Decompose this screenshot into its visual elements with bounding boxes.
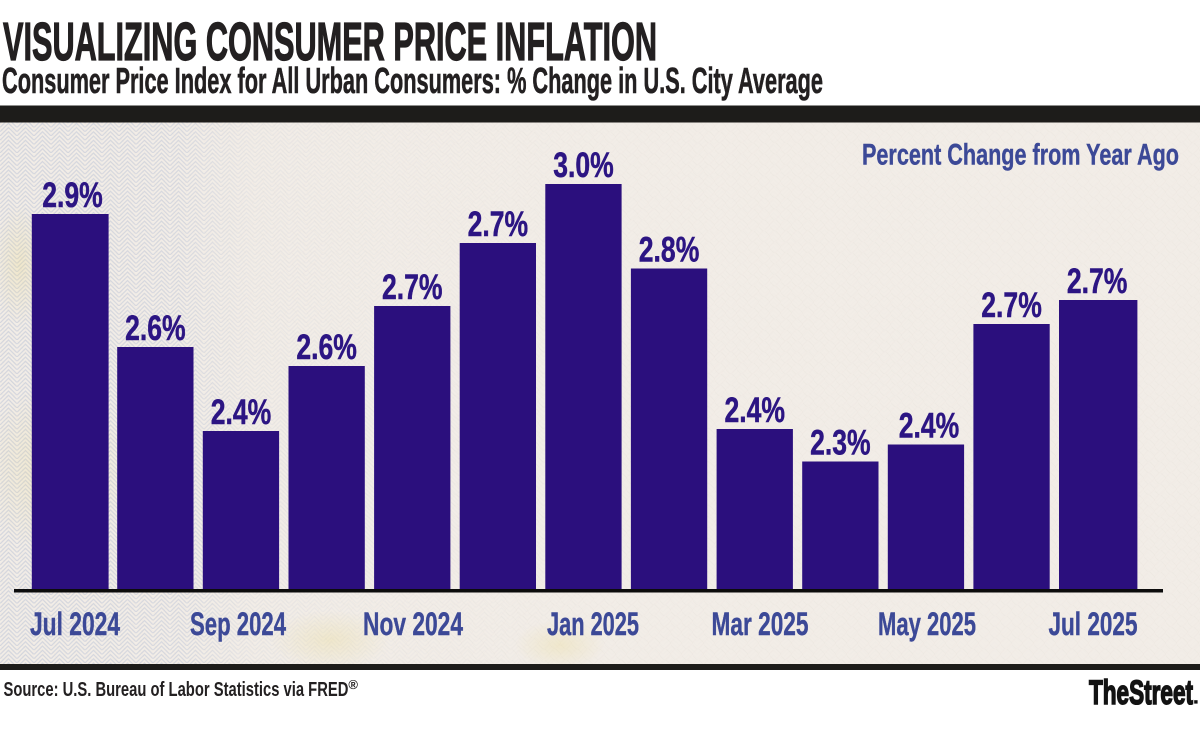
svg-text:2.6%: 2.6% — [296, 328, 357, 367]
svg-text:2.7%: 2.7% — [468, 205, 529, 244]
svg-text:2.4%: 2.4% — [899, 407, 960, 446]
svg-text:2.7%: 2.7% — [981, 286, 1042, 325]
svg-text:Sep 2024: Sep 2024 — [190, 606, 286, 642]
svg-text:Consumer Price Index for All U: Consumer Price Index for All Urban Consu… — [2, 60, 823, 101]
svg-text:Nov 2024: Nov 2024 — [363, 606, 463, 642]
svg-text:2.9%: 2.9% — [42, 176, 103, 215]
svg-text:VISUALIZING CONSUMER PRICE INF: VISUALIZING CONSUMER PRICE INFLATION — [3, 12, 657, 72]
svg-text:Percent Change from Year Ago: Percent Change from Year Ago — [862, 139, 1179, 172]
svg-text:Jul 2024: Jul 2024 — [30, 606, 120, 642]
svg-text:2.4%: 2.4% — [211, 393, 272, 432]
svg-text:Source: U.S. Bureau of Labor S: Source: U.S. Bureau of Labor Statistics … — [4, 677, 359, 701]
svg-text:TheStreet: TheStreet — [1089, 674, 1193, 712]
svg-text:May 2025: May 2025 — [878, 606, 976, 642]
svg-text:2.3%: 2.3% — [810, 424, 871, 463]
svg-text:3.0%: 3.0% — [553, 146, 614, 185]
svg-text:Jan 2025: Jan 2025 — [547, 606, 639, 642]
svg-text:2.8%: 2.8% — [639, 231, 700, 270]
svg-text:2.4%: 2.4% — [725, 391, 786, 430]
svg-text:Jul 2025: Jul 2025 — [1049, 606, 1138, 642]
svg-text:2.6%: 2.6% — [125, 309, 186, 348]
svg-text:2.7%: 2.7% — [382, 268, 443, 307]
svg-text:Mar 2025: Mar 2025 — [712, 606, 809, 642]
svg-text:2.7%: 2.7% — [1067, 262, 1128, 301]
